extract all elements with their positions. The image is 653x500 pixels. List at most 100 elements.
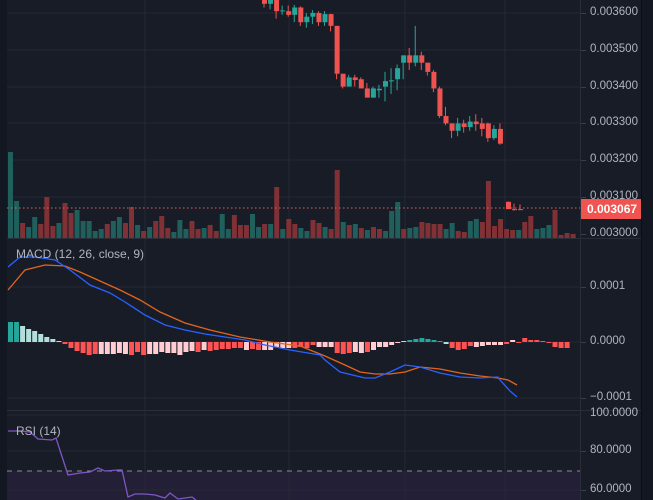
candle xyxy=(467,121,473,128)
volume-bar xyxy=(564,233,570,238)
volume-bar xyxy=(377,229,383,238)
histogram-bar xyxy=(437,341,443,342)
rsi-axis[interactable]: 100.0000 80.0000 60.0000 xyxy=(580,407,642,500)
tick-mark xyxy=(581,234,586,235)
histogram-bar xyxy=(534,340,540,342)
macd-axis[interactable]: 0.0001 0.0000 −0.0001 xyxy=(580,239,642,410)
price-chart-canvas[interactable] xyxy=(7,0,580,238)
histogram-bar xyxy=(147,342,153,354)
macd-tick: 0.0001 xyxy=(590,280,626,292)
histogram-bar xyxy=(141,342,147,355)
histogram-bar xyxy=(159,342,165,352)
price-pane[interactable] xyxy=(7,0,580,238)
candle xyxy=(304,16,310,23)
volume-bar xyxy=(256,227,262,238)
price-tick: 0.003200 xyxy=(590,153,638,165)
macd-chart-canvas[interactable] xyxy=(7,239,580,410)
histogram-bar xyxy=(522,338,528,342)
volume-bar xyxy=(371,227,376,238)
candle xyxy=(419,55,425,63)
price-axis[interactable]: 0.003600 0.003500 0.003400 0.003300 0.00… xyxy=(580,0,642,239)
candle xyxy=(383,81,388,87)
candle xyxy=(497,128,503,144)
volume-bar xyxy=(298,228,304,238)
volume-bar xyxy=(292,224,298,238)
volume-bar xyxy=(540,228,546,238)
volume-bar xyxy=(135,225,141,238)
candle xyxy=(328,14,334,26)
candle xyxy=(437,88,443,117)
histogram-bar xyxy=(479,342,485,346)
histogram-bar xyxy=(68,342,74,348)
rsi-tick: 100.0000 xyxy=(590,407,638,419)
histogram-bar xyxy=(92,342,98,354)
histogram-bar xyxy=(225,342,231,349)
histogram-bar xyxy=(419,338,425,342)
histogram-bar xyxy=(364,342,370,352)
candle xyxy=(413,55,419,63)
histogram-bar xyxy=(129,342,134,355)
histogram-bar xyxy=(485,342,491,345)
histogram-bar xyxy=(262,342,268,350)
candle xyxy=(479,123,485,129)
candle xyxy=(389,80,395,82)
volume-bar xyxy=(534,229,540,238)
candle xyxy=(485,123,491,139)
volume-bar xyxy=(310,220,316,238)
rsi-legend[interactable]: RSI (14) xyxy=(16,424,61,438)
candle xyxy=(376,88,382,91)
histogram-bar xyxy=(558,342,564,348)
volume-bar xyxy=(334,170,340,238)
histogram-bar xyxy=(564,342,570,348)
pane-separator[interactable] xyxy=(7,410,641,411)
price-tick: 0.003300 xyxy=(590,116,638,128)
histogram-bar xyxy=(116,342,122,353)
last-price-label: 0.003067 xyxy=(581,199,642,219)
tick-mark xyxy=(581,451,586,452)
tick-mark xyxy=(581,50,586,51)
volume-bar xyxy=(98,229,104,238)
histogram-bar xyxy=(26,329,32,342)
histogram-bar xyxy=(219,342,225,349)
candle xyxy=(407,55,413,63)
histogram-bar xyxy=(8,322,13,342)
histogram-bar xyxy=(328,342,334,347)
volume-bar xyxy=(431,224,437,238)
histogram-bar xyxy=(467,342,473,346)
candle xyxy=(292,7,298,15)
candle xyxy=(298,7,304,23)
tick-mark xyxy=(581,13,586,14)
tick-mark xyxy=(581,398,586,399)
tick-mark xyxy=(581,87,586,88)
histogram-bar xyxy=(395,342,401,343)
volume-bar xyxy=(467,221,473,238)
rsi-chart-canvas[interactable] xyxy=(7,411,580,500)
histogram-bar xyxy=(250,342,255,349)
volume-bar xyxy=(68,213,74,238)
histogram-bar xyxy=(14,322,20,342)
candle xyxy=(262,0,267,4)
volume-bar xyxy=(570,234,576,238)
tick-mark xyxy=(581,160,586,161)
volume-bar xyxy=(455,231,461,238)
macd-legend[interactable]: MACD (12, 26, close, 9) xyxy=(16,247,145,261)
histogram-bar xyxy=(237,342,243,348)
volume-bar xyxy=(425,223,431,238)
volume-bar xyxy=(485,181,491,238)
histogram-bar xyxy=(546,342,552,343)
rsi-pane[interactable]: RSI (14) xyxy=(7,411,580,500)
volume-bar xyxy=(510,230,516,238)
candle xyxy=(443,116,449,124)
histogram-bar xyxy=(492,342,497,345)
candle xyxy=(322,14,328,23)
histogram-bar xyxy=(80,342,86,353)
volume-bar xyxy=(449,223,455,238)
macd-pane[interactable]: MACD (12, 26, close, 9) xyxy=(7,239,580,410)
histogram-bar xyxy=(165,342,171,353)
pane-separator[interactable] xyxy=(7,238,641,239)
volume-bar xyxy=(268,224,274,238)
volume-bar xyxy=(8,152,13,238)
volume-bar xyxy=(243,225,249,238)
candle xyxy=(316,13,322,23)
histogram-bar xyxy=(20,326,26,342)
